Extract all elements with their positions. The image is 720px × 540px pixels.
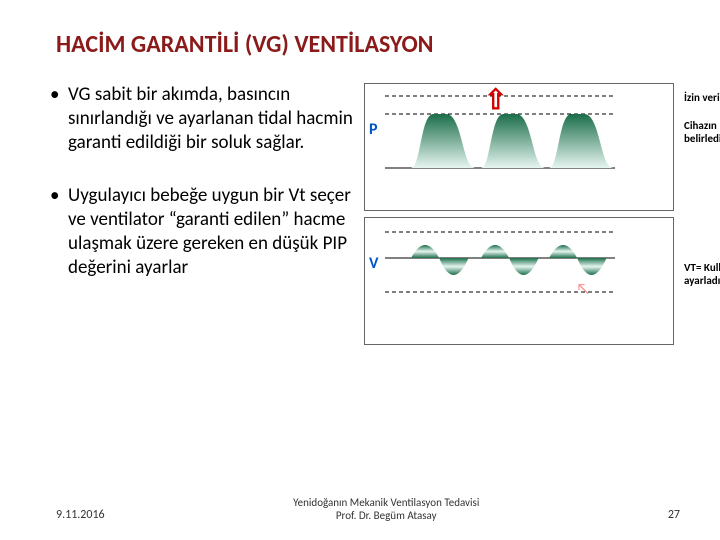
vt-label: VT= Kullanıcının ayarladığı VT (684, 261, 720, 287)
pip-device-label: Cihazın belirlediği PIP (684, 119, 720, 145)
footer-center: Yenidoğanın Mekanik Ventilasyon Tedavisi… (105, 496, 668, 522)
page-title: HACİM GARANTİLİ (VG) VENTİLASYON (56, 30, 680, 59)
v-axis-label: V (369, 254, 378, 273)
footer-page: 27 (668, 508, 680, 522)
arrow-up-icon: ⇧ (484, 82, 507, 117)
footer-date: 9.11.2016 (56, 508, 105, 522)
bullet-2: Uygulayıcı bebeğe uygun bir Vt seçer ve … (56, 184, 356, 279)
arrow-pink-icon: ↖ (576, 280, 590, 299)
vg-chart: P ⇧ İzin verilen en yüksek PIP Cihazın b… (364, 83, 674, 351)
pip-max-label: İzin verilen en yüksek PIP (684, 91, 720, 104)
bullet-1: VG sabit bir akımda, basıncın sınırlandı… (56, 83, 356, 154)
p-axis-label: P (369, 120, 378, 139)
